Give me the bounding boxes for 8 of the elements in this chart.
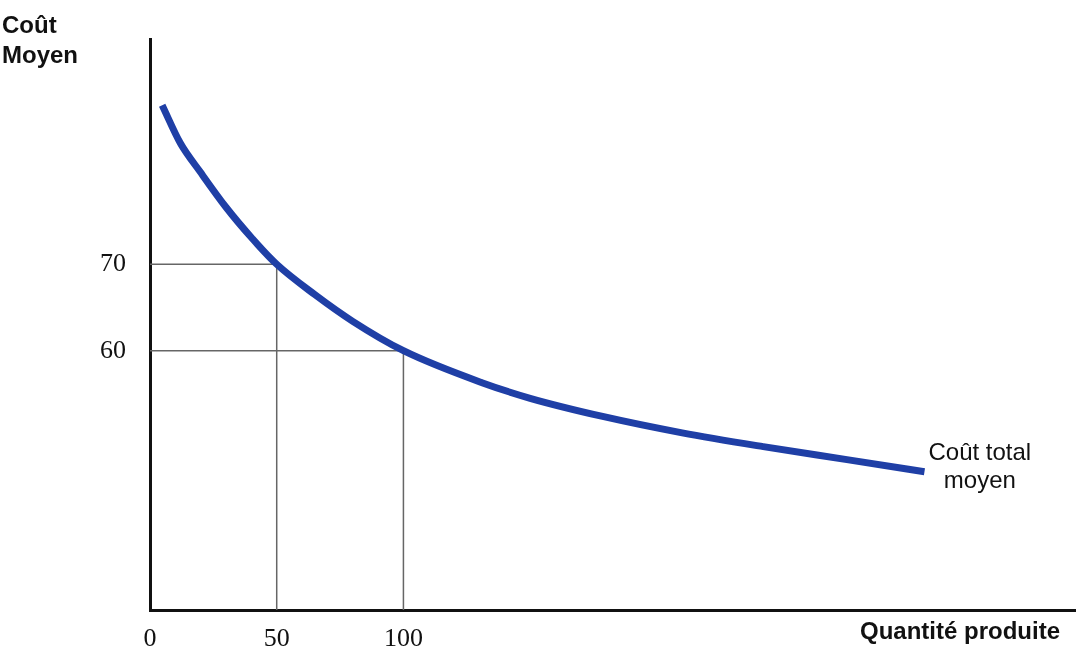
x-tick-label: 0: [143, 623, 157, 653]
x-tick-label: 50: [263, 623, 290, 653]
y-tick-label: 70: [100, 248, 126, 278]
x-tick-label: 100: [383, 623, 423, 653]
annotation: Coût total moyen: [928, 438, 1032, 494]
y-axis-title: Coût Moyen: [2, 10, 79, 68]
x-axis-title: Quantité produite: [860, 616, 1060, 644]
y-tick-label: 60: [100, 334, 126, 364]
